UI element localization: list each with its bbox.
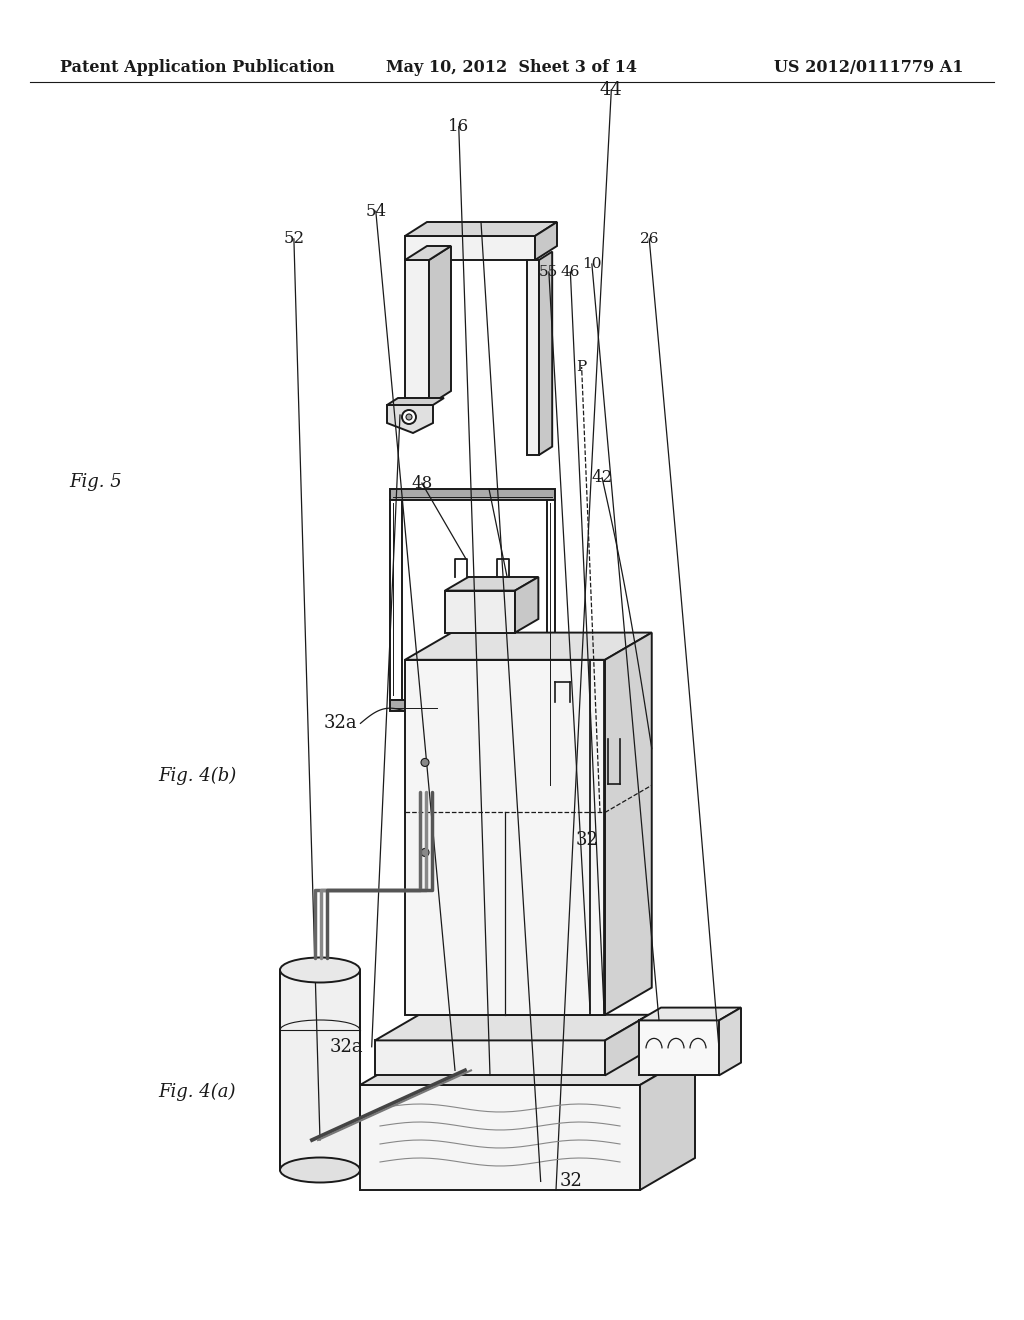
Polygon shape bbox=[547, 500, 555, 789]
Text: 32: 32 bbox=[560, 1172, 583, 1191]
Polygon shape bbox=[406, 246, 451, 260]
Text: Fig. 4(a): Fig. 4(a) bbox=[159, 1082, 237, 1101]
Polygon shape bbox=[639, 1020, 719, 1076]
Text: Fig. 5: Fig. 5 bbox=[70, 473, 123, 491]
Polygon shape bbox=[406, 236, 535, 260]
Polygon shape bbox=[605, 1015, 649, 1076]
Text: 55: 55 bbox=[540, 265, 558, 279]
Polygon shape bbox=[360, 1053, 695, 1085]
Circle shape bbox=[402, 411, 416, 424]
Polygon shape bbox=[406, 632, 651, 660]
Polygon shape bbox=[387, 405, 433, 433]
Circle shape bbox=[421, 849, 429, 857]
Text: Fig. 4(b): Fig. 4(b) bbox=[159, 767, 237, 785]
Ellipse shape bbox=[280, 1158, 360, 1183]
Text: May 10, 2012  Sheet 3 of 14: May 10, 2012 Sheet 3 of 14 bbox=[386, 59, 638, 77]
Text: 32: 32 bbox=[575, 830, 598, 849]
Polygon shape bbox=[535, 222, 557, 260]
Polygon shape bbox=[360, 1085, 640, 1191]
Polygon shape bbox=[375, 1015, 649, 1040]
Text: US 2012/0111779 A1: US 2012/0111779 A1 bbox=[774, 59, 964, 77]
Polygon shape bbox=[527, 260, 539, 455]
Text: 48: 48 bbox=[412, 475, 432, 491]
Polygon shape bbox=[390, 700, 440, 711]
Text: 26: 26 bbox=[639, 232, 659, 246]
Text: 10: 10 bbox=[582, 257, 602, 271]
Text: 46: 46 bbox=[560, 265, 581, 279]
Polygon shape bbox=[639, 1007, 741, 1020]
Polygon shape bbox=[375, 1040, 605, 1076]
Text: 52: 52 bbox=[284, 231, 304, 247]
Text: 16: 16 bbox=[449, 119, 469, 135]
Circle shape bbox=[406, 414, 412, 420]
Text: Patent Application Publication: Patent Application Publication bbox=[60, 59, 335, 77]
Text: 44: 44 bbox=[600, 81, 623, 99]
Text: 32a: 32a bbox=[330, 1038, 362, 1056]
Circle shape bbox=[421, 759, 429, 767]
Text: 54: 54 bbox=[366, 203, 386, 219]
Text: 32a: 32a bbox=[324, 714, 356, 733]
Polygon shape bbox=[390, 488, 555, 500]
Polygon shape bbox=[515, 577, 539, 632]
Text: P: P bbox=[577, 360, 587, 374]
Polygon shape bbox=[719, 1007, 741, 1076]
Text: 42: 42 bbox=[592, 470, 612, 486]
Polygon shape bbox=[445, 590, 515, 632]
Polygon shape bbox=[429, 246, 451, 405]
Polygon shape bbox=[406, 660, 605, 1015]
Polygon shape bbox=[387, 399, 444, 405]
Polygon shape bbox=[605, 632, 651, 1015]
Ellipse shape bbox=[280, 957, 360, 982]
Polygon shape bbox=[445, 577, 539, 590]
Polygon shape bbox=[406, 260, 429, 405]
Polygon shape bbox=[640, 1053, 695, 1191]
Polygon shape bbox=[406, 222, 557, 236]
Polygon shape bbox=[539, 252, 552, 455]
Polygon shape bbox=[390, 500, 402, 700]
Polygon shape bbox=[280, 970, 360, 1170]
